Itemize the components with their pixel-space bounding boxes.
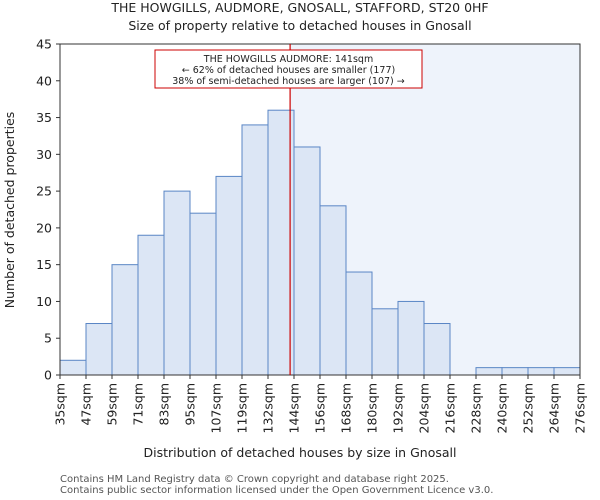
y-tick-label-25: 25 — [36, 184, 52, 199]
x-tick-label-132sqm: 132sqm — [261, 383, 276, 433]
x-tick-label-240sqm: 240sqm — [495, 383, 510, 433]
y-tick-label-20: 20 — [36, 220, 52, 235]
bar-180sqm — [371, 308, 399, 376]
x-tick-label-144sqm: 144sqm — [287, 383, 302, 433]
x-tick-label-276sqm: 276sqm — [573, 383, 588, 433]
x-tick-label-252sqm: 252sqm — [521, 383, 536, 433]
bar-168sqm — [345, 271, 373, 376]
annotation-line-1: THE HOWGILLS AUDMORE: 141sqm — [203, 54, 373, 65]
x-tick-label-180sqm: 180sqm — [365, 383, 380, 433]
y-tick-label-35: 35 — [36, 110, 52, 125]
bar-204sqm — [423, 323, 451, 376]
bar-59sqm — [111, 264, 139, 376]
x-tick-label-192sqm: 192sqm — [391, 383, 406, 433]
bar-95sqm — [189, 212, 217, 376]
x-tick-label-156sqm: 156sqm — [313, 383, 328, 433]
bar-119sqm — [241, 124, 269, 376]
annotation-box: THE HOWGILLS AUDMORE: 141sqm ← 62% of de… — [154, 49, 423, 89]
bar-144sqm — [293, 146, 321, 376]
x-tick-label-228sqm: 228sqm — [469, 383, 484, 433]
x-tick-label-35sqm: 35sqm — [53, 383, 68, 426]
y-axis-ticks: 0 5 10 15 20 25 30 35 40 45 — [36, 37, 60, 383]
bar-71sqm — [137, 234, 165, 376]
bar-252sqm — [527, 367, 555, 376]
annotation-line-2: ← 62% of detached houses are smaller (17… — [182, 65, 395, 76]
x-tick-label-204sqm: 204sqm — [417, 383, 432, 433]
bar-156sqm — [319, 205, 347, 376]
y-axis-label: Number of detached properties — [2, 112, 17, 309]
annotation-frame — [154, 49, 423, 89]
bar-228sqm — [475, 367, 503, 376]
chart-subtitle: Size of property relative to detached ho… — [128, 18, 471, 33]
bar-264sqm — [553, 367, 581, 376]
bar-107sqm — [215, 175, 243, 376]
y-tick-label-40: 40 — [36, 73, 52, 88]
plot-frame — [59, 43, 581, 376]
x-tick-label-264sqm: 264sqm — [547, 383, 562, 433]
footer-line-1: Contains HM Land Registry data © Crown c… — [60, 474, 449, 485]
y-tick-label-0: 0 — [44, 368, 52, 383]
x-tick-label-47sqm: 47sqm — [79, 383, 94, 426]
x-tick-label-119sqm: 119sqm — [235, 383, 250, 433]
annotation-line-3: 38% of semi-detached houses are larger (… — [172, 76, 405, 87]
x-axis-ticks: 35sqm 47sqm 59sqm 71sqm 83sqm 95sqm 107sqm 119s… — [53, 375, 588, 433]
x-tick-label-95sqm: 95sqm — [183, 383, 198, 426]
x-tick-label-71sqm: 71sqm — [131, 383, 146, 426]
y-tick-label-15: 15 — [36, 257, 52, 272]
bar-240sqm — [501, 367, 529, 376]
y-tick-label-30: 30 — [36, 147, 52, 162]
x-tick-label-216sqm: 216sqm — [443, 383, 458, 433]
x-tick-label-83sqm: 83sqm — [157, 383, 172, 426]
x-tick-label-59sqm: 59sqm — [105, 383, 120, 426]
bar-192sqm — [397, 300, 425, 376]
bar-35sqm — [59, 359, 87, 376]
chart-title: THE HOWGILLS, AUDMORE, GNOSALL, STAFFORD… — [110, 0, 488, 15]
x-tick-label-168sqm: 168sqm — [339, 383, 354, 433]
bar-83sqm — [163, 190, 191, 376]
x-tick-label-107sqm: 107sqm — [209, 383, 224, 433]
bar-47sqm — [85, 323, 113, 376]
x-axis-label: Distribution of detached houses by size … — [144, 445, 457, 460]
y-tick-label-45: 45 — [36, 37, 52, 52]
footer-line-2: Contains public sector information licen… — [60, 485, 494, 496]
y-tick-label-5: 5 — [44, 331, 52, 346]
y-tick-label-10: 10 — [36, 294, 52, 309]
